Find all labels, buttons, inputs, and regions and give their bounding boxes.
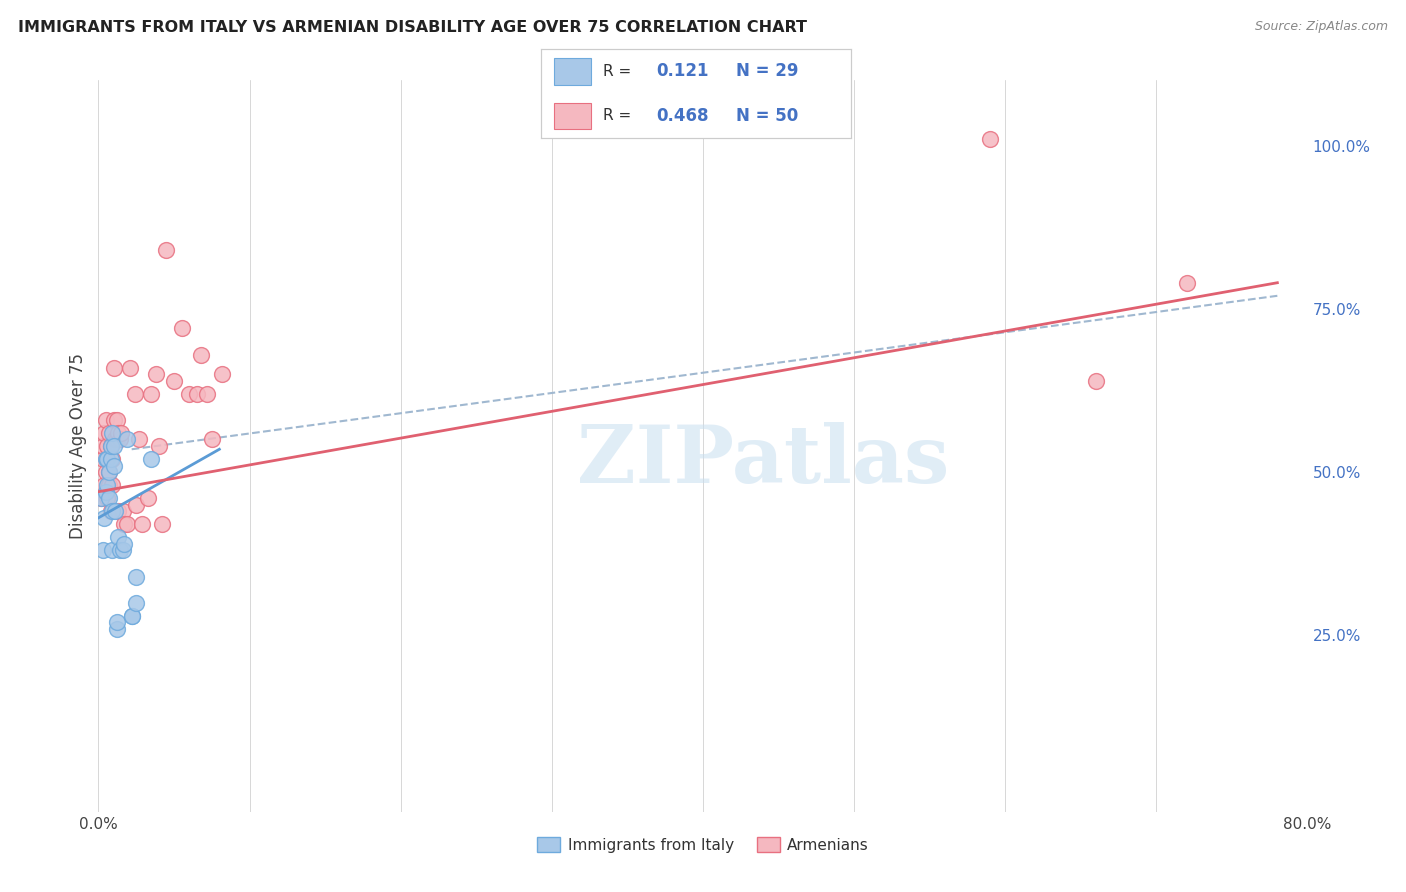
Point <box>93 425 115 440</box>
Point <box>103 458 125 473</box>
Point <box>105 622 128 636</box>
Point <box>148 439 170 453</box>
Point <box>94 484 117 499</box>
Point <box>112 517 135 532</box>
Point <box>101 543 124 558</box>
Point <box>1175 276 1198 290</box>
Point <box>141 452 163 467</box>
Point <box>101 425 124 440</box>
Point <box>103 439 125 453</box>
Point <box>179 386 201 401</box>
Point <box>96 491 118 506</box>
Point <box>195 386 218 401</box>
Point <box>111 504 134 518</box>
Point <box>103 413 125 427</box>
Point <box>104 504 127 518</box>
Point <box>112 537 135 551</box>
Point <box>101 504 124 518</box>
Point <box>98 465 121 479</box>
Point <box>98 491 121 506</box>
Point <box>979 132 1001 146</box>
Point <box>90 491 112 506</box>
Point <box>121 608 143 623</box>
Text: N = 29: N = 29 <box>737 62 799 80</box>
Point <box>190 347 212 362</box>
Point <box>124 386 146 401</box>
Text: IMMIGRANTS FROM ITALY VS ARMENIAN DISABILITY AGE OVER 75 CORRELATION CHART: IMMIGRANTS FROM ITALY VS ARMENIAN DISABI… <box>18 20 807 35</box>
Point <box>91 543 114 558</box>
Point <box>100 439 122 453</box>
Point <box>91 439 114 453</box>
Point <box>115 433 138 447</box>
Point <box>98 465 121 479</box>
Text: N = 50: N = 50 <box>737 107 799 125</box>
Point <box>121 608 143 623</box>
Point <box>98 478 121 492</box>
Point <box>163 374 186 388</box>
Point <box>104 433 127 447</box>
Point <box>120 360 142 375</box>
Point <box>100 504 122 518</box>
Bar <box>554 58 591 85</box>
Point <box>186 386 208 401</box>
Point <box>125 498 148 512</box>
Point <box>105 433 128 447</box>
Text: R =: R = <box>603 64 631 78</box>
Text: 0.468: 0.468 <box>655 107 709 125</box>
Text: 0.121: 0.121 <box>655 62 709 80</box>
Text: R =: R = <box>603 109 631 123</box>
Point <box>107 504 129 518</box>
Point <box>105 413 128 427</box>
Point <box>96 439 118 453</box>
Point <box>96 452 118 467</box>
Text: ZIPatlas: ZIPatlas <box>578 422 949 500</box>
Point <box>93 478 115 492</box>
Point <box>110 425 132 440</box>
Legend: Immigrants from Italy, Armenians: Immigrants from Italy, Armenians <box>531 831 875 859</box>
Point <box>107 530 129 544</box>
Point <box>150 517 173 532</box>
Point <box>103 360 125 375</box>
Point <box>145 367 167 381</box>
Point <box>125 596 148 610</box>
Y-axis label: Disability Age Over 75: Disability Age Over 75 <box>69 353 87 539</box>
Point <box>131 517 153 532</box>
Point <box>90 491 112 506</box>
Point <box>211 367 233 381</box>
Bar <box>554 103 591 129</box>
Point <box>141 386 163 401</box>
Point <box>94 452 117 467</box>
Point <box>94 413 117 427</box>
Point <box>98 425 121 440</box>
Point <box>170 321 193 335</box>
Point <box>96 478 118 492</box>
Point <box>111 543 134 558</box>
Point <box>93 511 115 525</box>
Point <box>201 433 224 447</box>
Point <box>100 439 122 453</box>
Point <box>115 517 138 532</box>
Point <box>108 543 131 558</box>
Point <box>1085 374 1108 388</box>
Point <box>107 425 129 440</box>
Point <box>128 433 150 447</box>
Point <box>100 452 122 467</box>
Point <box>105 615 128 630</box>
Point <box>155 243 177 257</box>
Point <box>108 433 131 447</box>
Point <box>136 491 159 506</box>
Point <box>101 452 124 467</box>
Point <box>101 478 124 492</box>
Point <box>125 569 148 583</box>
Point <box>91 452 114 467</box>
Point <box>94 465 117 479</box>
Text: Source: ZipAtlas.com: Source: ZipAtlas.com <box>1254 20 1388 33</box>
